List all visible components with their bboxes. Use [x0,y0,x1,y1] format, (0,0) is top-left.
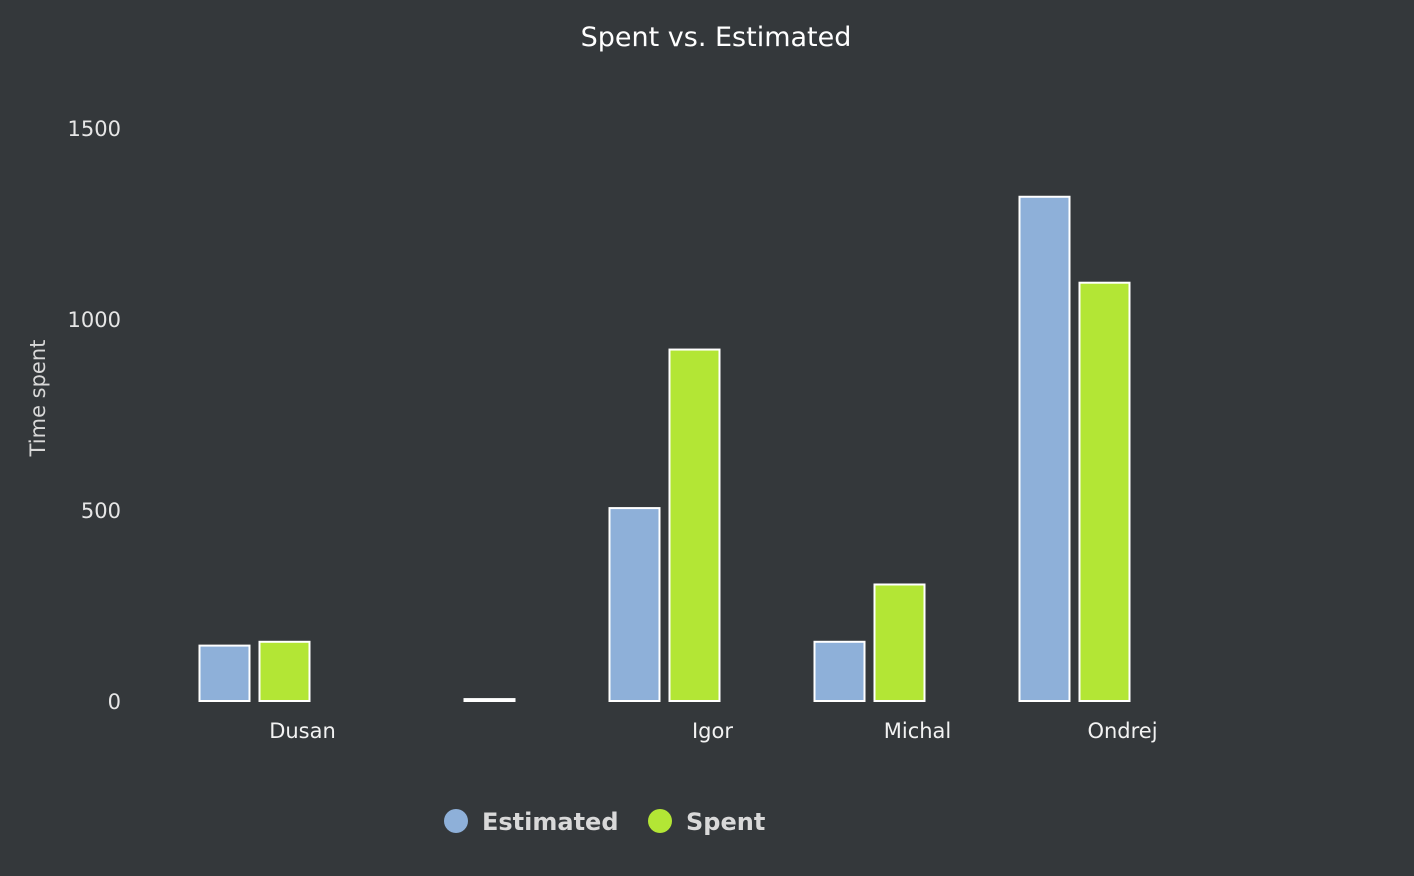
bars-group [198,195,1131,703]
bar-spent-dusan[interactable] [258,640,311,702]
y-axis-title: Time spent [26,340,50,458]
y-axis-ticks: 0 500 1000 1500 [68,117,121,714]
y-tick-label: 0 [108,690,121,714]
legend-label-estimated[interactable]: Estimated [482,808,619,836]
bar-estimated-igor[interactable] [608,507,661,702]
bar-spent-ondrej[interactable] [1078,281,1131,702]
chart-title: Spent vs. Estimated [581,22,852,53]
bar-estimated-ondrej[interactable] [1018,195,1071,702]
bar-spent-igor[interactable] [668,348,721,702]
bar-spent-unlabeled[interactable] [463,698,516,703]
bar-spent-michal[interactable] [873,583,926,702]
y-tick-label: 1000 [68,308,121,332]
x-category-label: Dusan [269,719,336,743]
legend-marker-estimated[interactable] [444,809,468,833]
legend[interactable]: Estimated Spent [444,808,765,836]
x-category-label: Igor [692,719,733,743]
x-axis-labels: Dusan Igor Michal Ondrej [269,719,1157,743]
legend-marker-spent[interactable] [648,809,672,833]
bar-estimated-dusan[interactable] [198,644,251,702]
y-tick-label: 1500 [68,117,121,141]
x-category-label: Michal [884,719,952,743]
y-tick-label: 500 [81,499,121,523]
legend-label-spent[interactable]: Spent [686,808,765,836]
x-category-label: Ondrej [1087,719,1157,743]
bar-estimated-michal[interactable] [813,640,866,702]
